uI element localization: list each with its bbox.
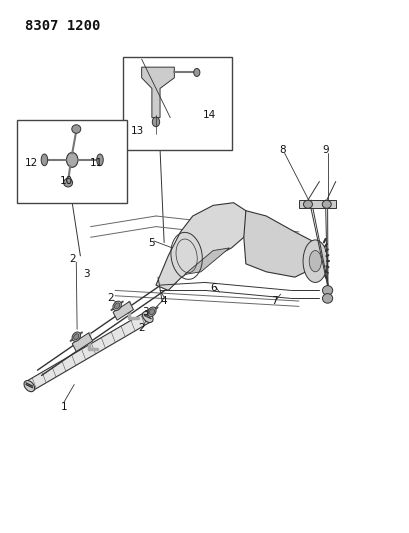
Polygon shape xyxy=(184,248,229,274)
Ellipse shape xyxy=(24,381,34,392)
Ellipse shape xyxy=(147,307,156,317)
Polygon shape xyxy=(27,312,149,391)
Ellipse shape xyxy=(308,251,321,272)
Bar xyxy=(17,120,127,203)
Polygon shape xyxy=(113,302,133,320)
Text: 11: 11 xyxy=(90,158,103,168)
Text: 2: 2 xyxy=(138,322,145,333)
Ellipse shape xyxy=(303,200,312,208)
Text: 1: 1 xyxy=(61,402,67,413)
Ellipse shape xyxy=(72,125,81,133)
Text: 8: 8 xyxy=(279,144,285,155)
Ellipse shape xyxy=(152,117,159,127)
Ellipse shape xyxy=(149,309,154,314)
Ellipse shape xyxy=(97,154,103,166)
Text: 5: 5 xyxy=(148,238,155,247)
Ellipse shape xyxy=(302,240,327,282)
Ellipse shape xyxy=(193,68,200,76)
Text: 14: 14 xyxy=(202,110,215,120)
Ellipse shape xyxy=(66,152,78,167)
Polygon shape xyxy=(142,67,174,118)
Text: 7: 7 xyxy=(270,296,277,306)
Ellipse shape xyxy=(63,179,72,187)
Polygon shape xyxy=(243,211,319,277)
Text: 12: 12 xyxy=(25,158,38,168)
Ellipse shape xyxy=(112,301,121,311)
Ellipse shape xyxy=(142,311,153,322)
Polygon shape xyxy=(72,333,92,352)
Text: 9: 9 xyxy=(321,144,328,155)
Ellipse shape xyxy=(321,200,330,208)
Ellipse shape xyxy=(41,154,47,166)
Text: 4: 4 xyxy=(160,296,167,306)
Bar xyxy=(123,56,231,150)
Ellipse shape xyxy=(322,294,332,303)
Text: 13: 13 xyxy=(130,126,144,136)
Text: 2: 2 xyxy=(108,293,114,303)
Text: 3: 3 xyxy=(142,306,149,317)
Text: 2: 2 xyxy=(69,254,75,263)
Ellipse shape xyxy=(114,303,119,309)
Ellipse shape xyxy=(74,334,79,340)
Polygon shape xyxy=(155,203,249,290)
Ellipse shape xyxy=(72,332,80,341)
Ellipse shape xyxy=(322,286,332,295)
Polygon shape xyxy=(298,200,335,208)
Text: 10: 10 xyxy=(59,176,72,187)
Text: 8307 1200: 8307 1200 xyxy=(25,19,100,33)
Text: 6: 6 xyxy=(209,283,216,293)
Text: 3: 3 xyxy=(83,270,90,279)
